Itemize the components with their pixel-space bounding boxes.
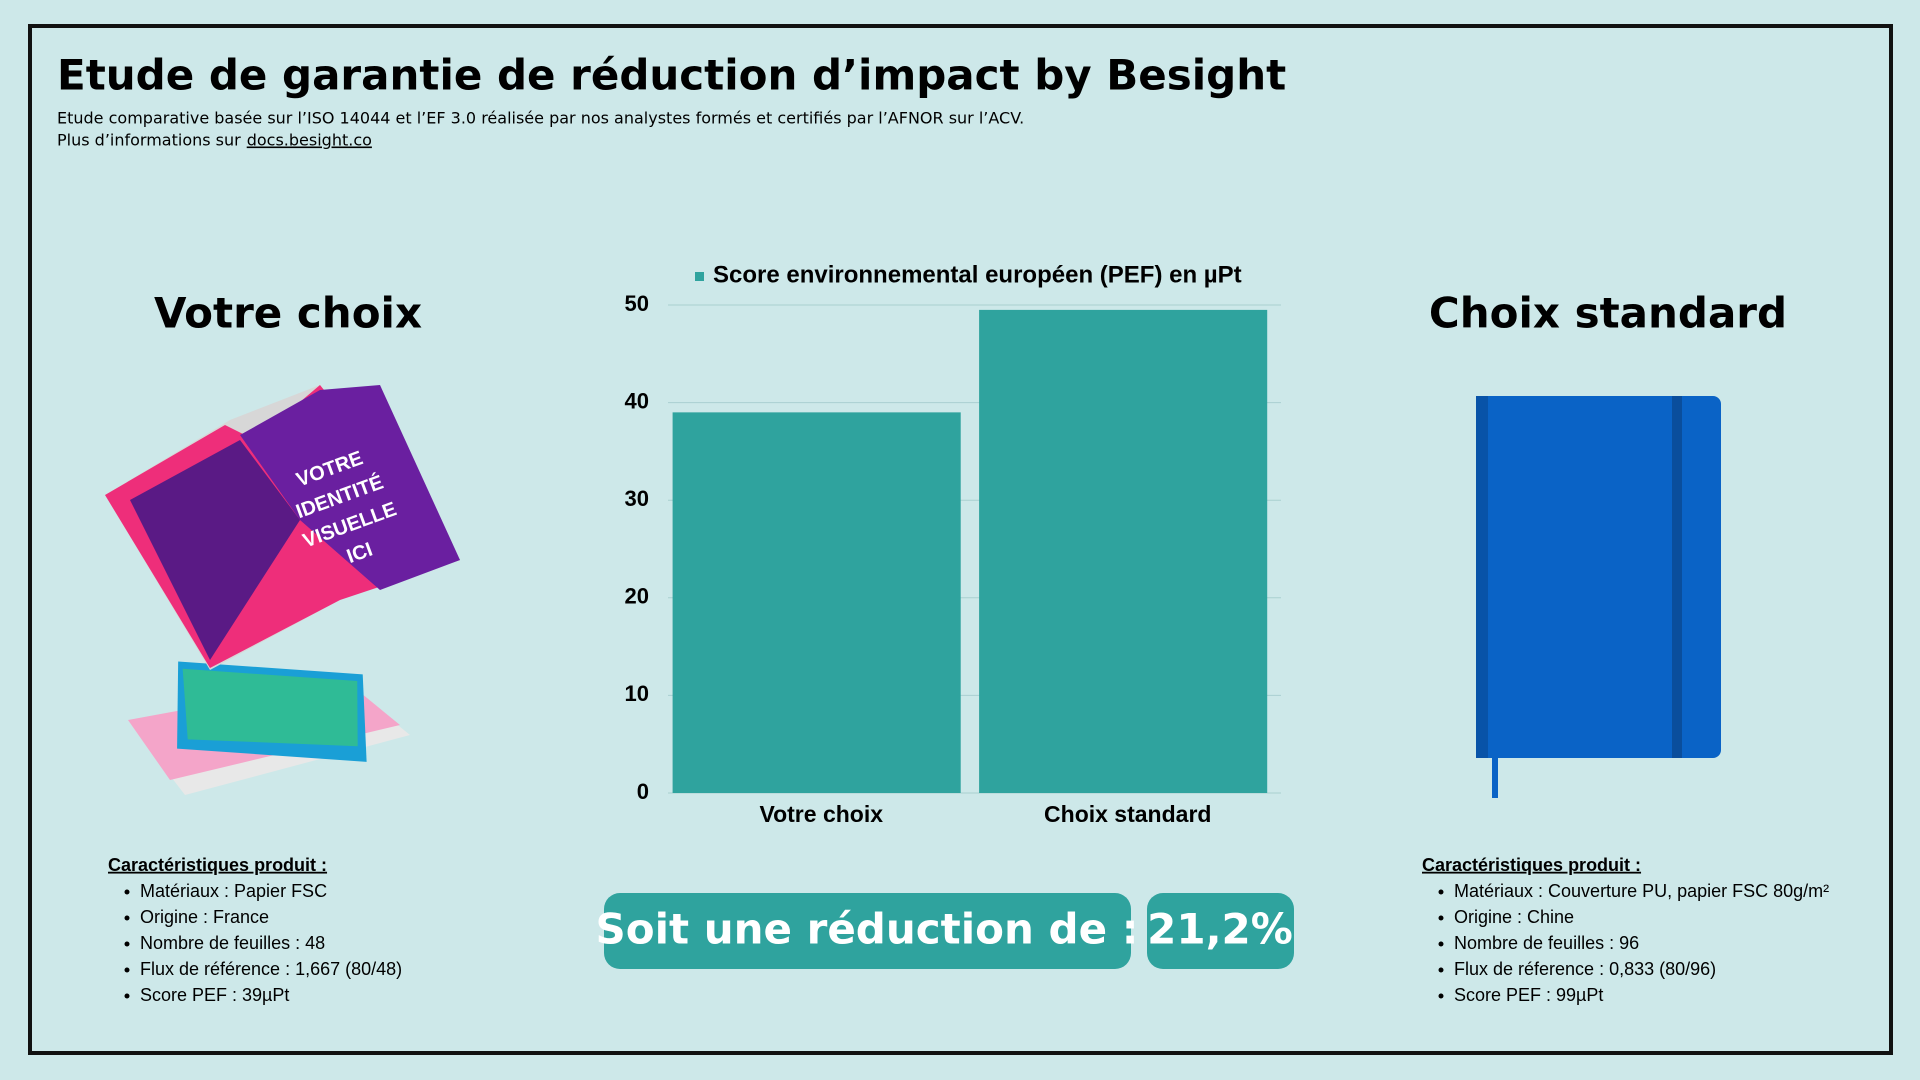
characteristic-item: Flux de référence : 1,667 (80/48) bbox=[140, 959, 402, 979]
characteristic-item: Nombre de feuilles : 96 bbox=[1454, 933, 1639, 953]
left-heading: Votre choix bbox=[154, 289, 422, 338]
bullet bbox=[124, 889, 130, 895]
bullet bbox=[1438, 941, 1444, 947]
magazine-image: VOTRE IDENTITÉ VISUELLE ICI bbox=[105, 385, 460, 795]
info-text: Plus d’informations sur bbox=[57, 131, 241, 150]
bullet bbox=[1438, 993, 1444, 999]
y-tick-label: 20 bbox=[625, 584, 649, 609]
frame bbox=[28, 24, 1893, 1055]
right-heading: Choix standard bbox=[1429, 289, 1787, 338]
y-tick-label: 30 bbox=[625, 486, 649, 511]
characteristic-item: Origine : Chine bbox=[1454, 907, 1574, 927]
legend-swatch bbox=[695, 272, 704, 281]
reduction-value-box bbox=[1147, 893, 1294, 969]
subtitle: Etude comparative basée sur l’ISO 14044 … bbox=[57, 109, 1024, 128]
bullet bbox=[1438, 889, 1444, 895]
bullet bbox=[1438, 967, 1444, 973]
title: Etude de garantie de réduction d’impact … bbox=[57, 51, 1286, 100]
characteristic-item: Matériaux : Couverture PU, papier FSC 80… bbox=[1454, 881, 1829, 901]
x-tick-label: Choix standard bbox=[1044, 801, 1211, 827]
bullet bbox=[124, 941, 130, 947]
bar bbox=[979, 309, 1268, 793]
characteristic-item: Matériaux : Papier FSC bbox=[140, 881, 327, 901]
x-tick-label: Votre choix bbox=[759, 801, 883, 827]
reduction-label: Soit une réduction de : bbox=[596, 905, 1139, 954]
y-tick-label: 10 bbox=[625, 681, 649, 706]
bullet bbox=[1438, 915, 1444, 921]
reduction-value: 21,2% bbox=[1147, 905, 1293, 954]
bullet bbox=[124, 967, 130, 973]
reduction-label-box bbox=[604, 893, 1131, 969]
characteristics-title: Caractéristiques produit : bbox=[108, 855, 327, 875]
y-tick-label: 50 bbox=[625, 291, 649, 316]
characteristic-item: Origine : France bbox=[140, 907, 269, 927]
legend-label: Score environnemental européen (PEF) en … bbox=[713, 261, 1242, 288]
characteristic-item: Flux de réference : 0,833 (80/96) bbox=[1454, 959, 1716, 979]
bar bbox=[672, 412, 961, 793]
characteristic-item: Score PEF : 99µPt bbox=[1454, 985, 1603, 1005]
y-tick-label: 40 bbox=[625, 388, 649, 413]
info-link[interactable]: docs.besight.co bbox=[247, 131, 372, 150]
y-tick-label: 0 bbox=[637, 779, 649, 804]
characteristic-item: Score PEF : 39µPt bbox=[140, 985, 289, 1005]
notebook-image bbox=[1476, 396, 1721, 798]
bullet bbox=[124, 993, 130, 999]
characteristic-item: Nombre de feuilles : 48 bbox=[140, 933, 325, 953]
characteristics-title: Caractéristiques produit : bbox=[1422, 855, 1641, 875]
bullet bbox=[124, 915, 130, 921]
